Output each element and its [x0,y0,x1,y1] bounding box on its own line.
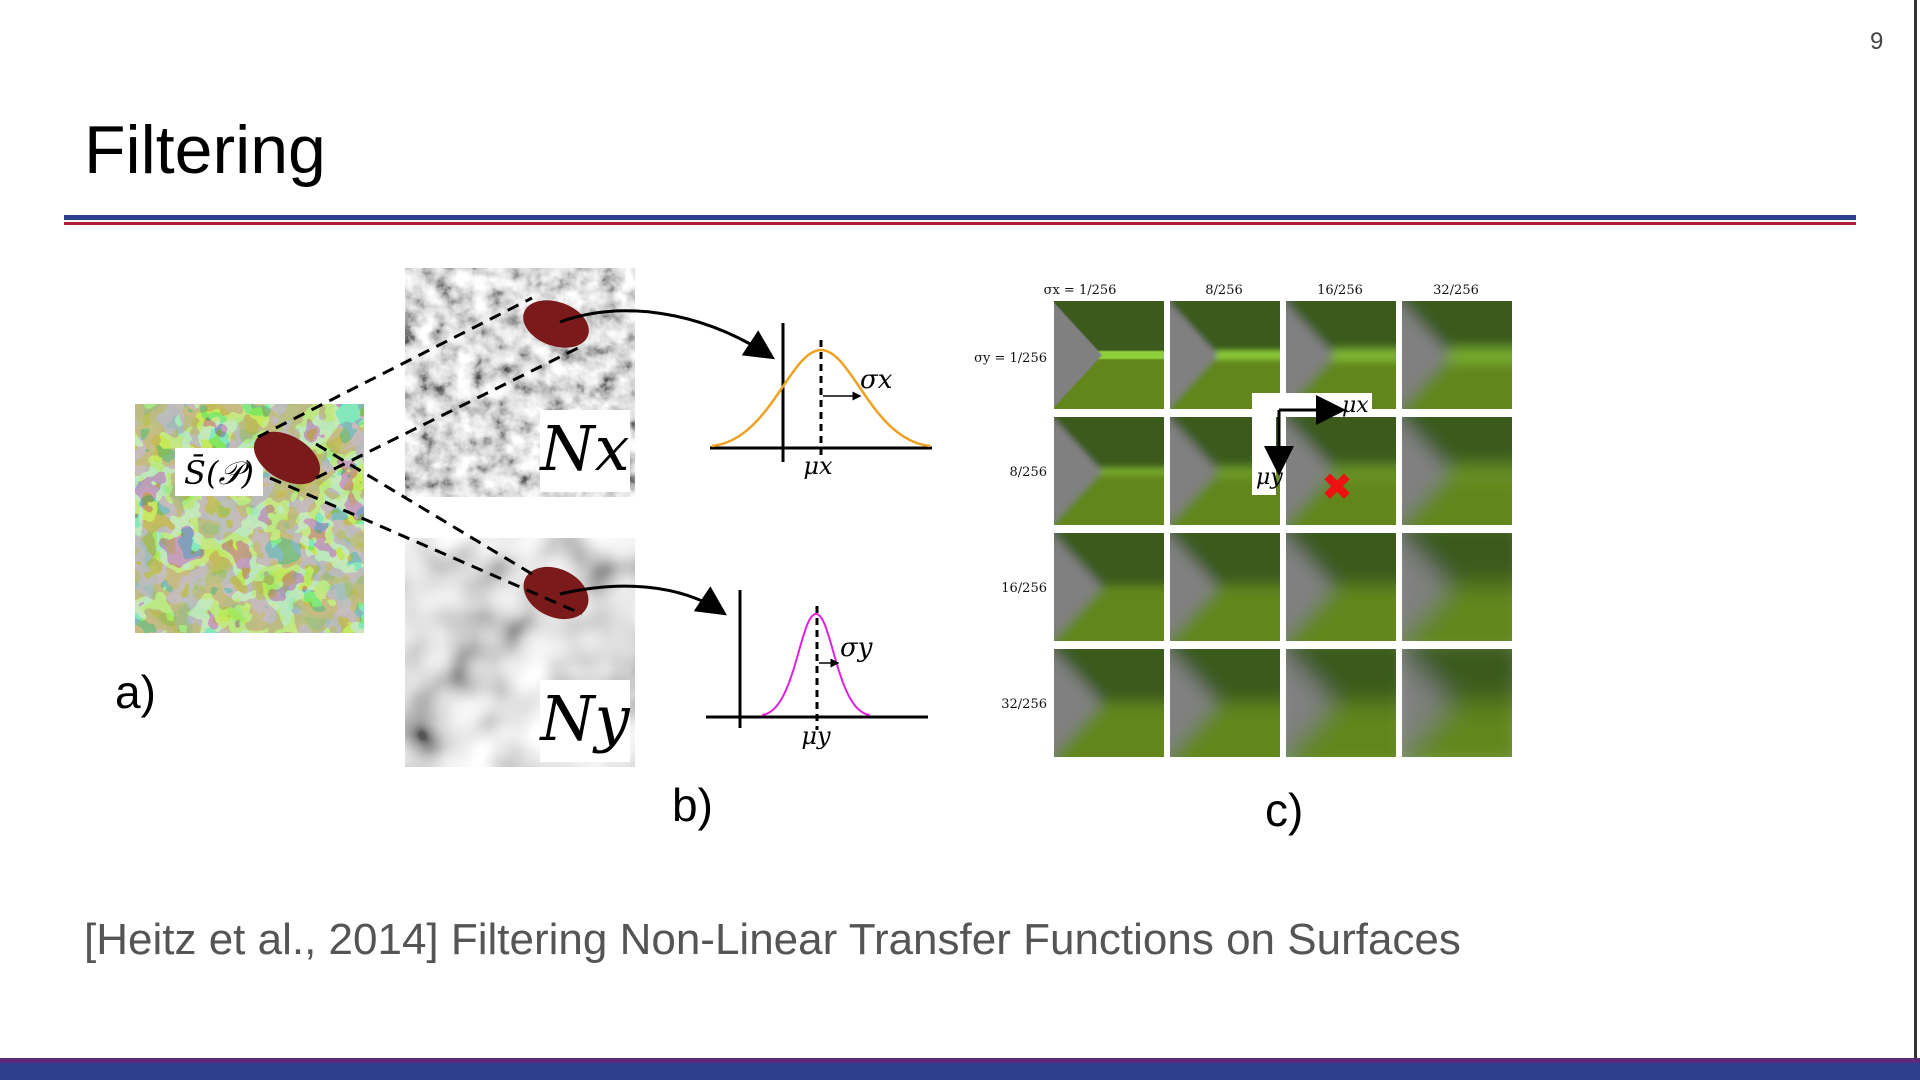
col-header-2: 8/256 [1205,283,1242,298]
dashed-connectors [257,296,583,616]
arrow-to-gauss-y [559,584,727,616]
citation: [Heitz et al., 2014] Filtering Non-Linea… [84,915,1461,964]
texture-cell [1402,417,1512,525]
right-edge-line [1914,0,1917,1080]
texture-cell [1402,533,1512,641]
mu-x-label: μx [803,452,833,480]
gaussian-x-plot: σx μx [710,323,932,480]
cross-marker-icon: ✖ [1321,465,1353,509]
noise-x-label: Nx [538,412,629,485]
page-number: 9 [1870,28,1884,55]
panel-b-noise-y: Ny [405,538,635,767]
noise-y-ellipse [523,566,589,620]
slide-title: Filtering [84,112,326,188]
texture-cell [1170,649,1280,757]
panel-a-ellipse [253,431,321,485]
axis-mu-x-label: μx [1342,393,1369,418]
texture-cell [1402,649,1512,757]
gaussian-y-curve [761,612,871,716]
panel-a-map: S̄(𝒫) [135,404,364,633]
panel-a-tag: S̄(𝒫) [184,454,254,492]
sigma-x-label: σx [860,365,893,395]
panel-c-axes: μx μy ✖ [1252,393,1372,509]
panel-c-grid [1054,301,1512,757]
row-header-4: 32/256 [1001,697,1047,712]
texture-cell [1054,417,1164,525]
mu-y-label: μy [801,722,831,750]
gaussian-x-curve [711,348,931,448]
col-header-1: σx = 1/256 [1044,283,1117,298]
texture-cell [1054,649,1164,757]
texture-cell [1286,533,1396,641]
label-a: a) [115,666,156,718]
axis-mu-y-label: μy [1256,465,1283,490]
title-rule-gap [64,220,1856,222]
row-header-3: 16/256 [1001,581,1047,596]
row-header-1: σy = 1/256 [974,351,1047,366]
texture-cell [1286,301,1396,409]
texture-cell [1170,533,1280,641]
col-header-3: 16/256 [1317,283,1363,298]
texture-cell [1054,533,1164,641]
texture-cell [1054,301,1164,409]
noise-y-label: Ny [538,682,630,755]
arrow-to-gauss-x [559,309,776,360]
label-b: b) [672,779,713,831]
row-header-2: 8/256 [1010,465,1047,480]
texture-cell [1286,649,1396,757]
texture-cell [1170,301,1280,409]
texture-cell [1286,417,1396,525]
noise-x-ellipse [523,300,589,348]
title-rule-red [64,222,1856,225]
gaussian-y-plot: σy μy [706,590,928,750]
sigma-y-label: σy [840,633,873,663]
bottom-bar [0,1058,1920,1080]
panel-b-noise-x: Nx [405,268,635,497]
title-rule-blue [64,215,1856,220]
col-header-4: 32/256 [1433,283,1479,298]
label-c: c) [1265,784,1304,836]
texture-cell [1402,301,1512,409]
